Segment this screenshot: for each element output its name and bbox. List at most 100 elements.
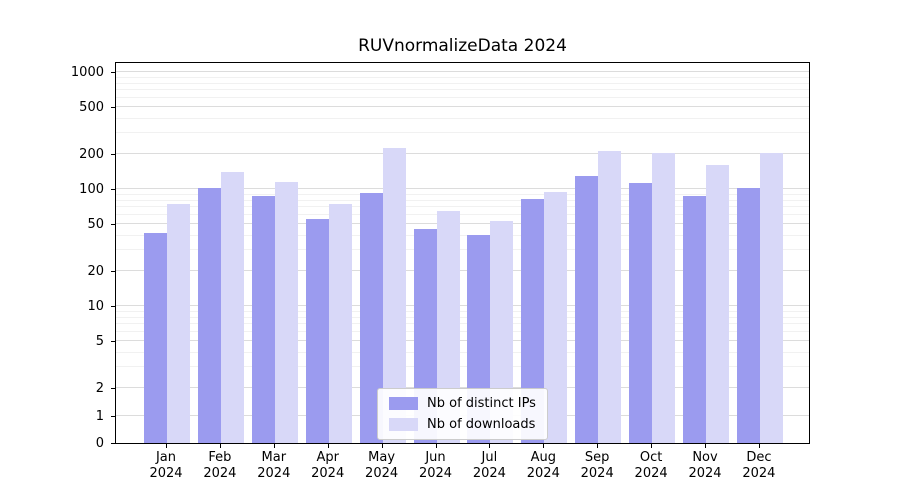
- y-tick-mark: [111, 72, 115, 74]
- x-tick-mark: [166, 444, 167, 448]
- y-tick-mark: [111, 271, 115, 272]
- legend-item: Nb of downloads: [389, 417, 536, 432]
- plot-area: [115, 62, 810, 444]
- minor-gridline: [116, 76, 809, 78]
- bar-downloads: [759, 152, 783, 443]
- y-tick-mark: [111, 224, 115, 226]
- x-tick-mark: [219, 444, 221, 448]
- bar-distinct-ips: [197, 187, 221, 443]
- minor-gridline: [116, 323, 809, 325]
- x-tick-mark: [273, 444, 275, 448]
- y-tick-label: 500: [79, 100, 104, 116]
- y-tick-mark: [111, 388, 115, 389]
- y-tick-label: 0: [95, 436, 104, 451]
- x-tick-label: Dec 2024: [742, 450, 776, 481]
- y-tick-label: 50: [87, 217, 104, 233]
- bar-downloads: [652, 152, 676, 443]
- x-tick-mark: [705, 444, 706, 448]
- x-tick-label: Jan 2024: [149, 450, 183, 481]
- x-tick-label: Sep 2024: [580, 450, 614, 481]
- bar-downloads: [598, 151, 622, 443]
- x-tick-mark: [758, 444, 760, 448]
- bar-distinct-ips: [736, 187, 760, 443]
- minor-gridline: [116, 89, 809, 91]
- minor-gridline: [116, 316, 809, 318]
- x-tick-mark: [381, 444, 383, 448]
- bar-distinct-ips: [305, 218, 329, 443]
- major-gridline: [116, 305, 809, 307]
- x-tick-label: Nov 2024: [688, 450, 722, 481]
- legend: Nb of distinct IPs Nb of downloads: [377, 388, 548, 440]
- y-tick-label: 5: [95, 334, 104, 350]
- y-tick-mark: [111, 154, 115, 155]
- minor-gridline: [116, 97, 809, 99]
- minor-gridline: [116, 214, 809, 216]
- bar-downloads: [382, 148, 406, 443]
- minor-gridline: [116, 199, 809, 201]
- major-gridline: [116, 71, 809, 73]
- legend-label: Nb of distinct IPs: [427, 396, 536, 411]
- bar-downloads: [167, 203, 190, 443]
- bar-distinct-ips: [144, 233, 167, 443]
- chart-title: RUVnormalizeData 2024: [358, 36, 567, 56]
- x-tick-mark: [435, 444, 437, 448]
- x-tick-mark: [597, 444, 599, 448]
- legend-label: Nb of downloads: [427, 417, 536, 432]
- y-tick-mark: [111, 306, 115, 308]
- bar-distinct-ips: [359, 193, 383, 443]
- minor-gridline: [116, 331, 809, 333]
- y-tick-label: 1000: [70, 65, 104, 81]
- x-tick-label: Jul 2024: [472, 450, 506, 481]
- minor-gridline: [116, 249, 809, 251]
- major-gridline: [116, 188, 809, 190]
- minor-gridline: [116, 193, 809, 195]
- bar-downloads: [274, 182, 298, 443]
- bar-distinct-ips: [575, 175, 599, 443]
- x-tick-label: Jun 2024: [418, 450, 453, 481]
- x-tick-label: Feb 2024: [203, 450, 237, 481]
- x-tick-label: Apr 2024: [311, 450, 345, 481]
- minor-gridline: [116, 366, 809, 368]
- minor-gridline: [116, 310, 809, 312]
- x-tick-label: May 2024: [365, 450, 399, 481]
- y-tick-label: 1: [95, 408, 104, 424]
- bar-downloads: [328, 203, 352, 443]
- major-gridline: [116, 387, 809, 388]
- x-tick-mark: [327, 444, 329, 448]
- major-gridline: [116, 153, 809, 154]
- x-tick-label: Mar 2024: [257, 450, 291, 481]
- y-tick-mark: [111, 189, 115, 191]
- x-tick-mark: [543, 444, 545, 448]
- x-tick-mark: [651, 444, 653, 448]
- legend-swatch: [389, 418, 418, 431]
- y-tick-label: 20: [87, 264, 104, 279]
- bar-downloads: [436, 211, 460, 443]
- y-tick-label: 200: [79, 147, 104, 162]
- x-tick-mark: [489, 444, 491, 448]
- bar-distinct-ips: [251, 195, 275, 443]
- major-gridline: [116, 270, 809, 271]
- y-tick-mark: [111, 107, 115, 109]
- bar-distinct-ips: [683, 195, 706, 443]
- x-tick-label: Aug 2024: [526, 450, 560, 481]
- y-tick-mark: [111, 341, 115, 343]
- minor-gridline: [116, 82, 809, 84]
- bar-downloads: [706, 165, 729, 443]
- minor-gridline: [116, 132, 809, 134]
- minor-gridline: [116, 351, 809, 353]
- y-tick-label: 10: [87, 299, 104, 315]
- major-gridline: [116, 340, 809, 342]
- legend-swatch: [389, 397, 418, 410]
- y-tick-mark: [111, 443, 115, 444]
- y-tick-mark: [111, 415, 115, 417]
- bar-downloads: [490, 221, 514, 443]
- bar-distinct-ips: [629, 183, 653, 443]
- bar-downloads: [220, 172, 244, 443]
- minor-gridline: [116, 117, 809, 119]
- major-gridline: [116, 223, 809, 225]
- x-tick-label: Oct 2024: [634, 450, 668, 481]
- legend-item: Nb of distinct IPs: [389, 396, 536, 411]
- bar-distinct-ips: [521, 199, 545, 443]
- minor-gridline: [116, 234, 809, 236]
